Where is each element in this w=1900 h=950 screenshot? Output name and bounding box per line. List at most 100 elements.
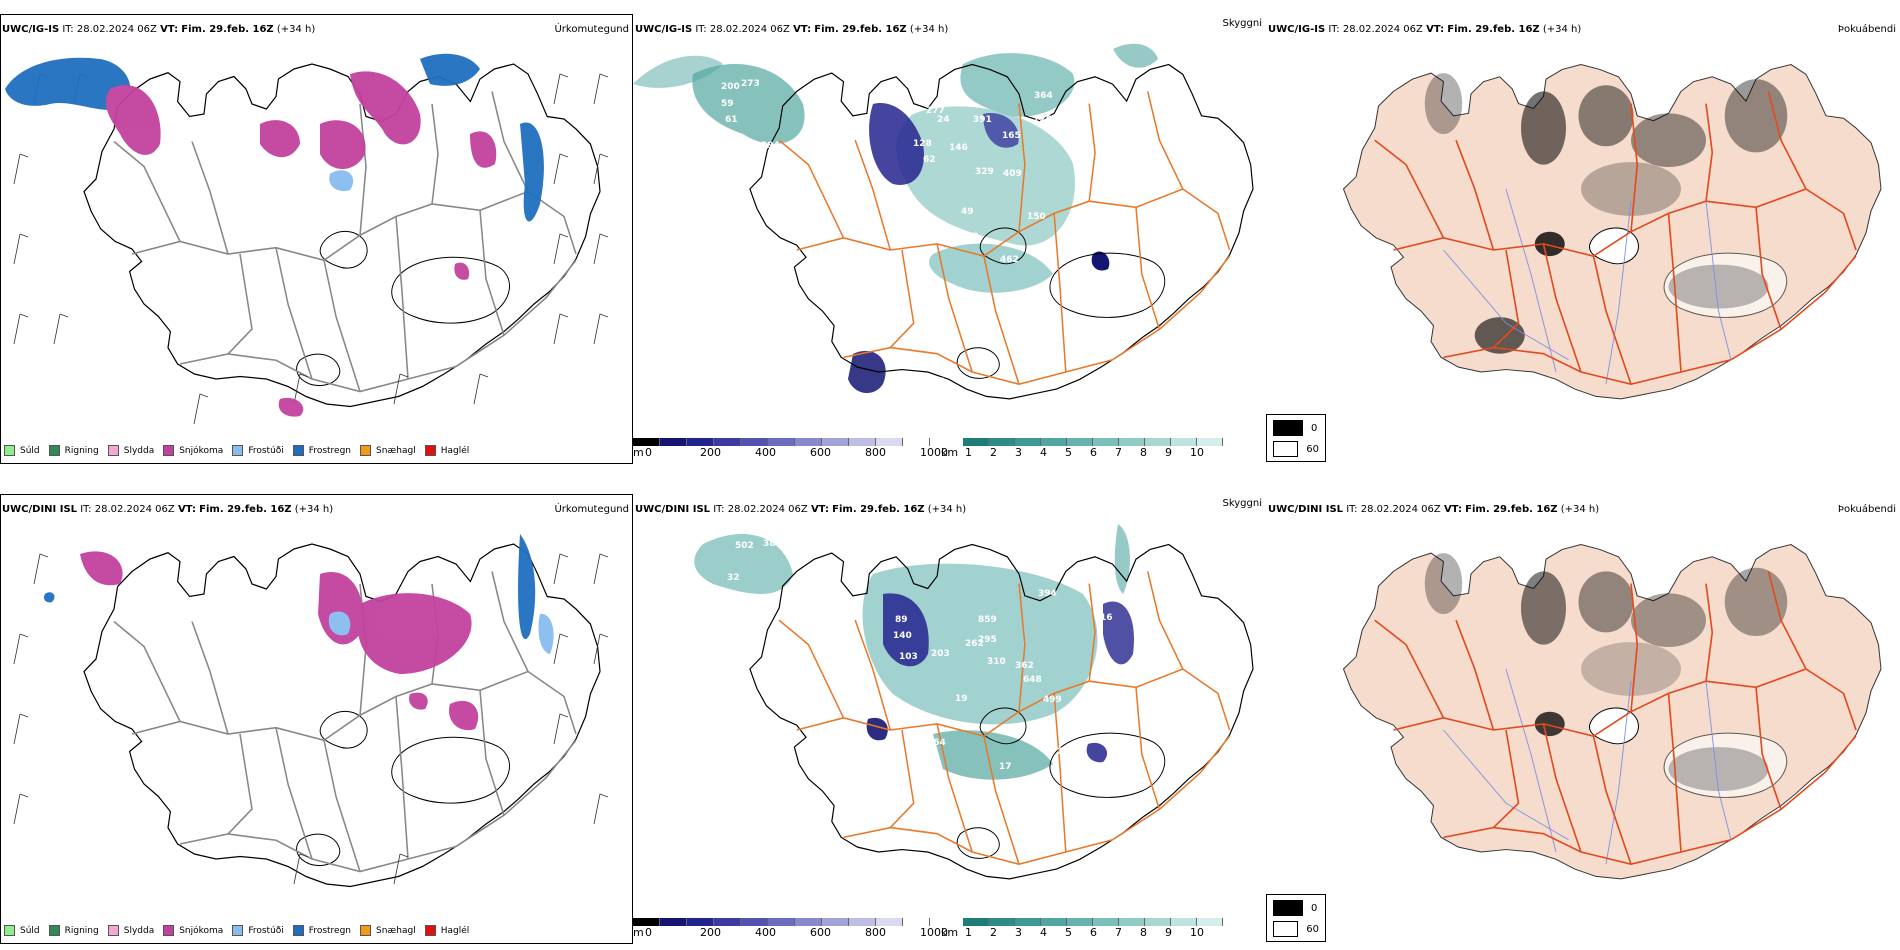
colorbar-segment: [660, 918, 687, 926]
fog-legend: 0 60: [1266, 894, 1326, 942]
model-name: UWC/IG-IS: [2, 24, 60, 35]
issue-time: 28.02.2024 06Z: [1360, 504, 1441, 515]
colorbar-segment: [768, 918, 795, 926]
colorbar-segment: [1197, 918, 1223, 926]
model-name: UWC/DINI ISL: [2, 504, 78, 515]
issue-time: 28.02.2024 06Z: [1342, 24, 1423, 35]
legend-swatch: [292, 445, 304, 456]
valid-time: Fim. 29.feb. 16Z: [1447, 24, 1540, 35]
fog-legend-item: 60: [1273, 441, 1319, 457]
colorbar-segment: [989, 918, 1015, 926]
visibility-colorbar-km: [963, 438, 1223, 446]
visibility-colorbar-m: [633, 918, 930, 926]
issue-time-label: IT:: [62, 24, 74, 35]
colorbar-segment: [963, 438, 989, 446]
colorbar-tick-label: 1: [965, 446, 972, 459]
visibility-value-label: 150: [1027, 212, 1046, 222]
colorbar-segment: [795, 918, 822, 926]
colorbar-segment: [903, 918, 930, 926]
valid-time-label: VT:: [1426, 24, 1445, 35]
colorbar-tick-label: 0: [645, 926, 652, 939]
unit-m: m: [633, 446, 644, 459]
colorbar-tick-label: 1: [965, 926, 972, 939]
legend-item: Rigning: [48, 445, 99, 456]
colorbar-segment: [660, 438, 687, 446]
legend-item: Snæhagl: [360, 925, 416, 936]
visibility-value-label: 262: [965, 639, 984, 649]
panel-title: Úrkomutegund: [554, 504, 629, 515]
visibility-value-label: 164: [927, 738, 946, 748]
colorbar-tick-label: 4: [1040, 926, 1047, 939]
lead-time: (+34 h): [909, 24, 949, 35]
colorbar-segment: [633, 918, 660, 926]
colorbar-tick-label: 0: [645, 446, 652, 459]
colorbar-tick-label: 800: [865, 446, 886, 459]
visibility-fog-areas: [633, 43, 1158, 394]
colorbar-segment: [1145, 438, 1171, 446]
colorbar-segment: [876, 918, 903, 926]
valid-time: Fim. 29.feb. 16Z: [181, 24, 274, 35]
precip-type-panel-bottom: UWC/DINI ISL IT: 28.02.2024 06Z VT: Fim.…: [0, 494, 633, 944]
legend-item: Snjókoma: [163, 925, 223, 936]
colorbar-tick-label: 2: [990, 926, 997, 939]
issue-time-label: IT:: [1346, 504, 1358, 515]
visibility-value-label: 89: [895, 615, 908, 625]
lead-time: (+34 h): [927, 504, 967, 515]
colorbar-segment: [1197, 438, 1223, 446]
legend-item: Súld: [4, 925, 40, 936]
colorbar-segment: [687, 438, 714, 446]
visibility-value-label: 362: [1015, 661, 1034, 671]
visibility-value-label: 310: [987, 657, 1006, 667]
model-name: UWC/DINI ISL: [1268, 504, 1344, 515]
model-name: UWC/DINI ISL: [635, 504, 711, 515]
precip-legend: Súld Rigning Slydda Snjókoma Frostúði Fr…: [4, 445, 469, 456]
colorbar-segment: [714, 438, 741, 446]
wind-barbs: [13, 73, 609, 425]
visibility-value-label: 62: [923, 155, 936, 165]
lead-time: (+34 h): [276, 24, 316, 35]
fog-map-bottom: [1342, 543, 1882, 880]
legend-swatch: [424, 445, 436, 456]
visibility-value-label: 119: [1112, 257, 1131, 267]
unit-km: km: [941, 926, 959, 939]
colorbar-segment: [1093, 438, 1119, 446]
legend-swatch: [163, 925, 175, 936]
valid-time: Fim. 29.feb. 16Z: [1465, 504, 1558, 515]
legend-swatch: [48, 445, 60, 456]
legend-swatch: [360, 445, 372, 456]
colorbar-tick-label: 8: [1140, 446, 1147, 459]
colorbar-tick-label: 400: [755, 926, 776, 939]
issue-time: 28.02.2024 06Z: [709, 24, 790, 35]
colorbar-segment: [903, 438, 930, 446]
visibility-value-label: 200: [721, 82, 740, 92]
precip-areas-top: [5, 53, 544, 417]
visibility-value-label: 394: [1038, 589, 1057, 599]
panel-title: Skyggni: [1222, 18, 1262, 29]
fog-panel-bottom: UWC/DINI ISL IT: 28.02.2024 06Z VT: Fim.…: [1266, 494, 1900, 944]
unit-km: km: [941, 446, 959, 459]
colorbar-segment: [849, 438, 876, 446]
visibility-colorbar-km: [963, 918, 1223, 926]
issue-time-label: IT:: [1328, 24, 1340, 35]
colorbar-segment: [1119, 438, 1145, 446]
colorbar-segment: [741, 918, 768, 926]
visibility-value-label: 140: [893, 631, 912, 641]
panel-title: Þokuábendi: [1837, 504, 1896, 515]
visibility-value-label: 273: [741, 79, 760, 89]
visibility-value-label: 97: [901, 379, 914, 389]
fog-shades: [1424, 73, 1788, 354]
legend-swatch: [107, 445, 119, 456]
legend-item: Frostregn: [292, 445, 351, 456]
valid-time: Fim. 29.feb. 16Z: [832, 504, 925, 515]
fog-legend: 0 60: [1266, 414, 1326, 462]
model-name: UWC/IG-IS: [1268, 24, 1326, 35]
colorbar-tick-label: 400: [755, 446, 776, 459]
visibility-panel-bottom: 502 38 32 394 859 89 140 103 203 262 295 310 362 648 4…: [633, 494, 1266, 944]
colorbar-segment: [822, 438, 849, 446]
visibility-value-label: 146: [949, 143, 968, 153]
colorbar-tick-label: 9: [1165, 446, 1172, 459]
panel-title: Skyggni: [1222, 498, 1262, 509]
visibility-value-label: 859: [978, 615, 997, 625]
colorbar-segment: [822, 918, 849, 926]
